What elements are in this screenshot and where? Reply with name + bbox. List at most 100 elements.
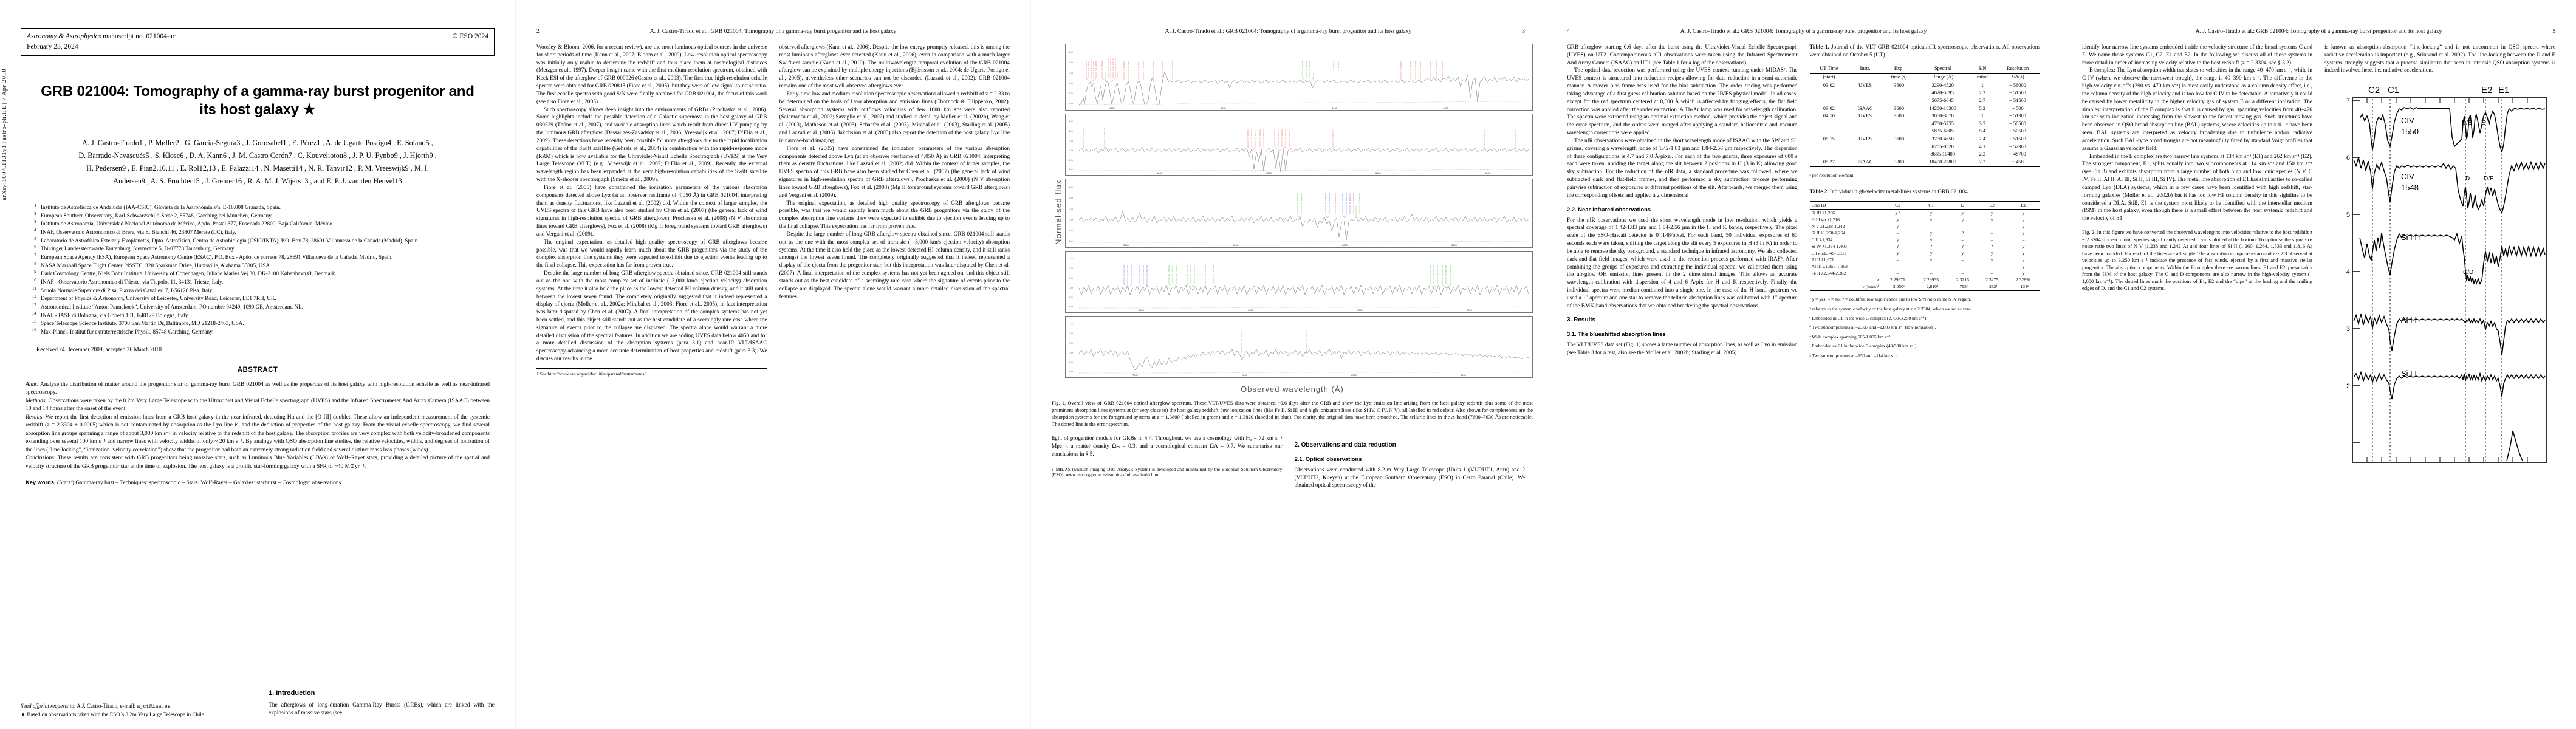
table-1-th: ratioᵃ bbox=[1977, 74, 1988, 80]
svg-text:C IV 1550.777: C IV 1550.777 bbox=[1284, 129, 1287, 140]
introduction-text: The afterglows of long-duration Gamma-Ra… bbox=[269, 702, 495, 717]
manuscript-no: manuscript no. 021004-ac bbox=[101, 33, 176, 40]
affiliation-item: 4 INAF, Osservatorio Astronomico di Brera… bbox=[27, 227, 491, 236]
table-1-bottom-rule bbox=[1809, 166, 2040, 169]
svg-text:C IV 1548.203: C IV 1548.203 bbox=[1281, 129, 1283, 140]
svg-text:Fe II 2586.650: Fe II 2586.650 bbox=[1168, 265, 1170, 276]
body-paragraph: Woosley & Bloom, 2006, for a recent revi… bbox=[536, 44, 767, 105]
affiliation-text: Instituto de Astrofísica de Andalucía (I… bbox=[41, 204, 281, 210]
body-paragraph: Such spectroscopy allows deep insight in… bbox=[536, 106, 767, 183]
svg-text:2.0: 2.0 bbox=[1069, 332, 1073, 335]
svg-text:Si II 1304.370: Si II 1304.370 bbox=[1419, 61, 1422, 71]
fig2-trace-lya bbox=[2506, 431, 2523, 462]
table-1-caption: Table 1. Journal of the VLT GRB 021004 o… bbox=[1810, 44, 2041, 59]
body-paragraph: The original expectation, as detailed hi… bbox=[536, 239, 767, 269]
svg-text:2: 2 bbox=[2346, 383, 2350, 390]
svg-text:0.0: 0.0 bbox=[1069, 102, 1073, 105]
cell: 3600 bbox=[1894, 82, 1905, 88]
cell: 2.29935 bbox=[1923, 277, 1939, 283]
fig2-series-label: Si I I bbox=[2401, 369, 2417, 378]
affiliation-number: 6 bbox=[34, 244, 36, 250]
table-1-th bbox=[1848, 73, 1882, 81]
fig2-inline-label: E bbox=[2481, 120, 2485, 126]
affiliation-number: 15 bbox=[32, 318, 36, 324]
svg-text:Si II 1304.370: Si II 1304.370 bbox=[1083, 127, 1085, 137]
cell: 03:02 bbox=[1823, 82, 1835, 88]
table-row: 4620-5595 2.2 ~ 51500 bbox=[1810, 89, 2041, 97]
svg-text:Fe II 2374.461: Fe II 2374.461 bbox=[1341, 193, 1344, 204]
figure-1: Normalised flux 2.5 2.0 1.5 1.0 0.5 0.0 4000… bbox=[1052, 44, 1533, 428]
svg-text:6: 6 bbox=[2346, 154, 2350, 162]
running-head: A. J. Castro-Tirado et al.: GRB 021004: … bbox=[2082, 28, 2555, 35]
table-2-note: ᶜ Embedded in C1 in the wide C complex (… bbox=[1809, 315, 1928, 321]
abstract-paragraph: Conclusions. These results are consisten… bbox=[26, 454, 490, 471]
table-1-th: Resolution bbox=[2006, 66, 2029, 72]
cell: Fe II λ2,344-2,382 bbox=[1811, 270, 1846, 276]
svg-text:N V 1242.804: N V 1242.804 bbox=[1128, 61, 1130, 71]
affiliation-text: Instituto de Astronomía, Universidad Nac… bbox=[41, 221, 334, 227]
table-1-th: (start) bbox=[1823, 74, 1835, 80]
cell: ~ 450 bbox=[2012, 159, 2024, 165]
svg-text:Fe II 2344.214: Fe II 2344.214 bbox=[1300, 193, 1303, 204]
cell: 3290-4520 bbox=[1931, 82, 1954, 88]
fig2-inline-label: D/E bbox=[2462, 120, 2472, 126]
svg-text:0.0: 0.0 bbox=[1069, 370, 1073, 373]
spectrum-panel: 2.5 2.0 1.5 1.0 0.5 0.0 5000 5200 5400 5600 bbox=[1065, 114, 1533, 176]
page-4: 4 A. J. Castro-Tirado et al.: GRB 021004… bbox=[1546, 0, 2061, 729]
page-3: A. J. Castro-Tirado et al.: GRB 021004: … bbox=[1030, 0, 1546, 729]
svg-text:Fe II 2614.605: Fe II 2614.605 bbox=[1213, 265, 1215, 276]
cell: ~ 51500 bbox=[2009, 97, 2026, 103]
cell: C IV λ1,548-1,551 bbox=[1811, 250, 1846, 256]
svg-text:Fe II 2382.765: Fe II 2382.765 bbox=[1358, 193, 1361, 204]
cell bbox=[1882, 128, 1916, 135]
table-1-body: 03:02 UVES 3600 3290-4520 1 ~ 56000 4620-5595… bbox=[1809, 81, 2041, 166]
page-footnote: 1 MIDAS (Munich Imaging Data Analysis Sy… bbox=[1052, 463, 1283, 479]
cell: y bbox=[2022, 250, 2025, 256]
cell: 3000 bbox=[1894, 159, 1905, 165]
abstract-text: Analyse the distribution of matter aroun… bbox=[26, 381, 490, 396]
table-2-note: ᵍ Two subcomponents at –150 and –114 km … bbox=[1809, 352, 1898, 358]
cell bbox=[1882, 97, 1916, 104]
spectrum-panel: 2.5 2.0 1.5 1.0 0.5 0.0 7600 7800 8000 8200 bbox=[1065, 316, 1533, 378]
abstract-text: Observations were taken by the 8.2m Very… bbox=[26, 397, 490, 412]
cell: 2.3275 bbox=[1985, 277, 1999, 283]
cell: ~ 52300 bbox=[2009, 143, 2026, 149]
body-paragraph: GRB afterglow starting 0.6 days after th… bbox=[1567, 44, 1798, 66]
figure-1-ylabel: Normalised flux bbox=[1053, 179, 1063, 245]
svg-text:Mg II 2803.531: Mg II 2803.531 bbox=[1146, 265, 1148, 276]
cell: y bbox=[1990, 216, 1993, 222]
svg-text:H I Ly a 1215.670: H I Ly a 1215.670 bbox=[1114, 58, 1117, 71]
svg-text:Si II 1260.422: Si II 1260.422 bbox=[1410, 61, 1412, 71]
svg-text:4400: 4400 bbox=[1332, 106, 1338, 109]
figure-2-plot: C2 C1 E2 E1 7 6 5 4 3 2 bbox=[2346, 85, 2547, 464]
star-marker: ★ bbox=[21, 711, 26, 717]
cell bbox=[1810, 128, 1849, 135]
cell: UVES bbox=[1858, 82, 1872, 88]
fig2-series-label: Al I I bbox=[2401, 315, 2417, 324]
svg-text:Fe II 2600.173: Fe II 2600.173 bbox=[1193, 265, 1196, 276]
abstract-label: Results. bbox=[26, 414, 44, 420]
cell: ? bbox=[1930, 243, 1933, 249]
table-row: v (km/s)ᵇ –3,050ᶜ –2,810ᵈ –795ᵉ –262ᶠ –134ᵍ bbox=[1810, 284, 2041, 290]
abstract-label: Aims. bbox=[26, 381, 39, 388]
cell: 05:15 bbox=[1823, 135, 1835, 142]
svg-text:1.5: 1.5 bbox=[1069, 71, 1073, 74]
table-row: 05:15 UVES 3600 3750-4650 2.4 ~ 51500 bbox=[1810, 135, 2041, 143]
cell: Al II λ1,671 bbox=[1811, 257, 1834, 263]
section-heading: 3. Results bbox=[1567, 317, 1596, 324]
svg-text:0.5: 0.5 bbox=[1069, 361, 1073, 364]
svg-text:Fe II 2586.650: Fe II 2586.650 bbox=[1171, 265, 1174, 276]
cell: – bbox=[1990, 223, 1993, 229]
affiliation-item: 8 NASA Marshall Space Flight Center, NSST… bbox=[27, 261, 491, 270]
contact-email[interactable]: ajct@iaa.es bbox=[137, 703, 171, 710]
svg-text:Si II 1260.422: Si II 1260.422 bbox=[1429, 61, 1431, 71]
svg-text:Mg II 2796.352: Mg II 2796.352 bbox=[1429, 265, 1431, 276]
table-2-th: Line ID bbox=[1811, 202, 1826, 208]
affiliation-text: INAF - Osservatorio Astronomico di Tries… bbox=[41, 279, 224, 285]
cell: y bbox=[1990, 250, 1993, 256]
cell: y bbox=[2022, 270, 2025, 276]
affiliation-text: NASA Marshall Space Flight Center, NSSTC… bbox=[41, 262, 272, 269]
svg-text:Mg II 2803.531: Mg II 2803.531 bbox=[1445, 265, 1447, 276]
cell: y bbox=[2022, 230, 2025, 236]
svg-text:Fe II 2607.866: Fe II 2607.866 bbox=[1204, 265, 1207, 276]
